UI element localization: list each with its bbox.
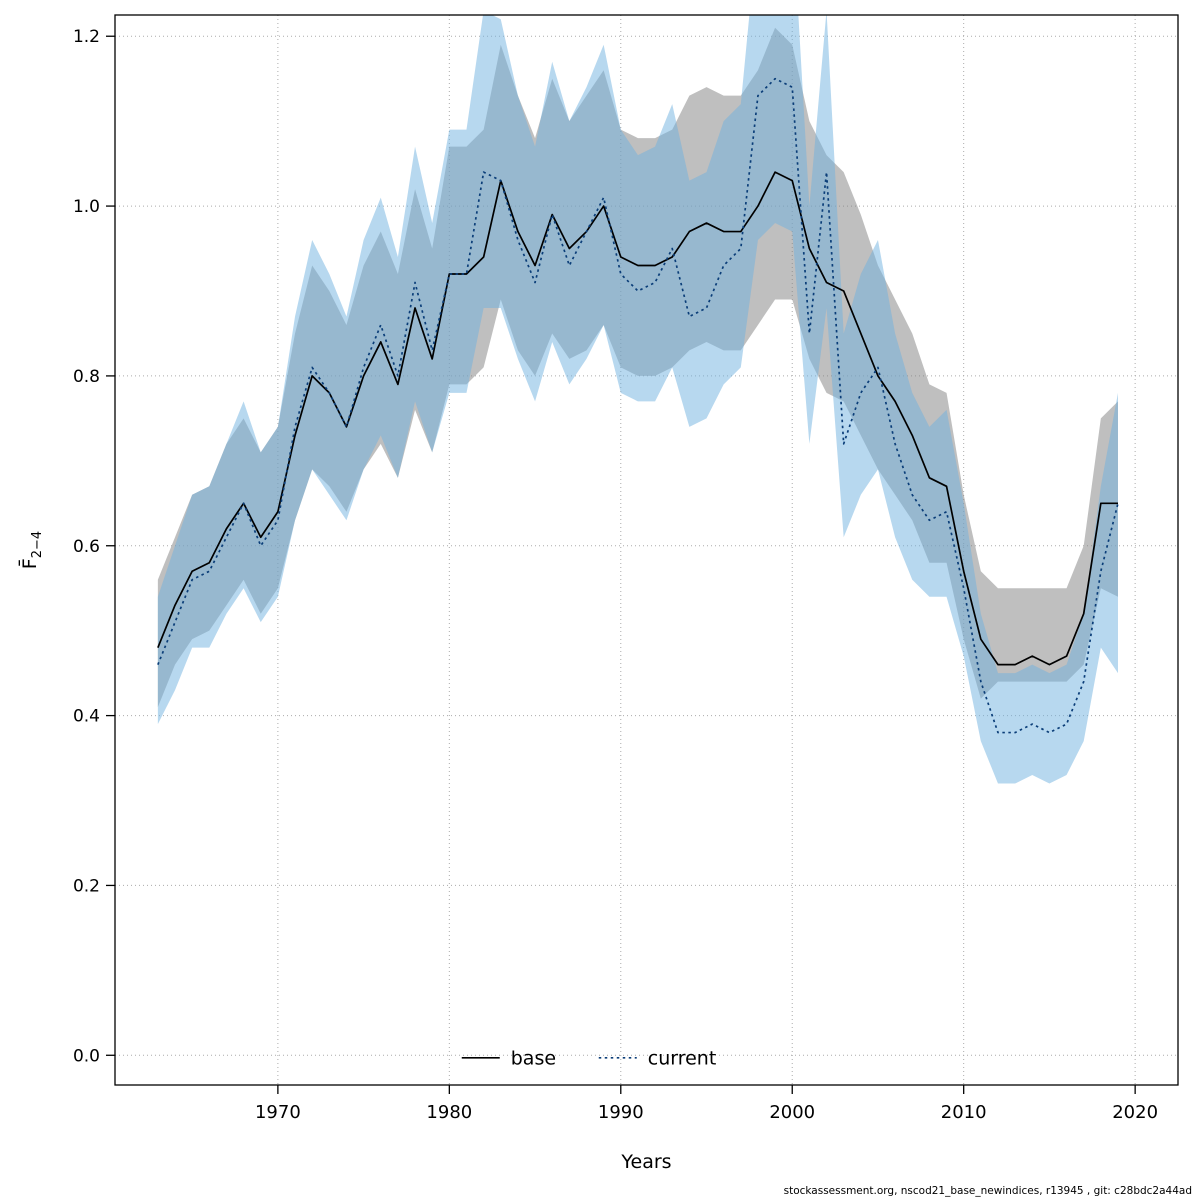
- x-tick-label: 1980: [426, 1102, 472, 1123]
- confidence-bands: [157, 15, 1118, 784]
- x-tick-label: 1990: [598, 1102, 644, 1123]
- y-tick-label: 0.8: [73, 367, 100, 387]
- current-line: [157, 77, 1119, 734]
- legend-label-base: base: [511, 1047, 556, 1069]
- y-tick-label: 1.0: [73, 197, 100, 217]
- legend-label-current: current: [648, 1047, 717, 1069]
- current-band: [157, 15, 1118, 784]
- y-tick-label: 0.0: [73, 1046, 100, 1066]
- y-tick-label: 1.2: [73, 27, 100, 47]
- y-axis-title: F̄2−4: [17, 531, 45, 569]
- base-line: [157, 171, 1118, 666]
- footer-credit: stockassessment.org, nscod21_base_newind…: [783, 1185, 1192, 1197]
- y-tick-label: 0.6: [73, 537, 100, 557]
- x-tick-label: 2000: [769, 1102, 815, 1123]
- x-axis-title: Years: [620, 1151, 671, 1173]
- x-tick-label: 1970: [255, 1102, 301, 1123]
- legend: base current: [461, 1047, 717, 1069]
- x-tick-label: 2020: [1112, 1102, 1158, 1123]
- x-tick-label: 2010: [941, 1102, 987, 1123]
- plot-border: [114, 14, 1179, 1086]
- series-lines: [157, 77, 1119, 734]
- y-tick-label: 0.4: [73, 707, 100, 727]
- axes: 1970 1980 1990 2000 2010 2020 0.0 0.2 0.4 0.6 0.8 1…: [73, 27, 1158, 1123]
- y-tick-label: 0.2: [73, 876, 100, 896]
